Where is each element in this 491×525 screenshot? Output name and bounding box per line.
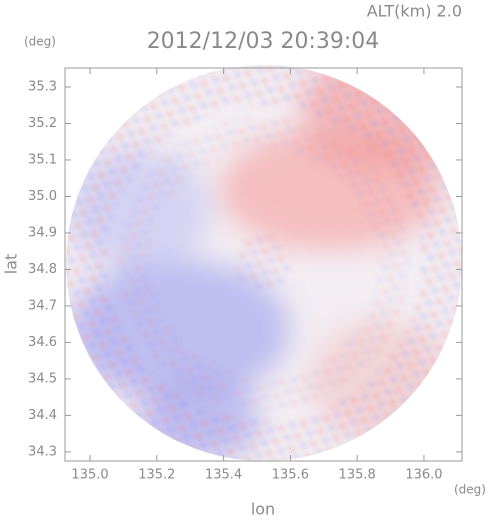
x-axis-label: lon (251, 500, 275, 519)
y-tick-label: 34.6 (28, 335, 57, 350)
y-tick-label: 34.7 (28, 298, 57, 313)
x-tick-label: 135.0 (71, 468, 108, 483)
x-tick-label: 136.0 (405, 468, 442, 483)
x-unit: (deg) (454, 483, 486, 497)
plot-frame (64, 67, 463, 462)
x-tick-label: 135.2 (138, 468, 175, 483)
x-tick-label: 135.4 (205, 468, 242, 483)
y-tick-label: 35.1 (28, 152, 57, 167)
y-tick-label: 35.0 (28, 189, 57, 204)
y-tick-label: 35.3 (28, 79, 57, 94)
y-tick-label: 34.4 (28, 408, 57, 423)
radar-field (66, 65, 462, 461)
y-tick-label: 34.9 (28, 225, 57, 240)
altitude-label: ALT(km) 2.0 (367, 2, 462, 21)
y-tick-label: 35.2 (28, 116, 57, 131)
x-tick-label: 135.8 (339, 468, 376, 483)
y-tick-label: 34.3 (28, 444, 57, 459)
chart-title: 2012/12/03 20:39:04 (147, 29, 380, 54)
y-axis-label: lat (2, 254, 21, 275)
x-tick-label: 135.6 (272, 468, 309, 483)
y-tick-label: 34.5 (28, 371, 57, 386)
y-unit: (deg) (24, 35, 56, 49)
y-tick-label: 34.8 (28, 262, 57, 277)
